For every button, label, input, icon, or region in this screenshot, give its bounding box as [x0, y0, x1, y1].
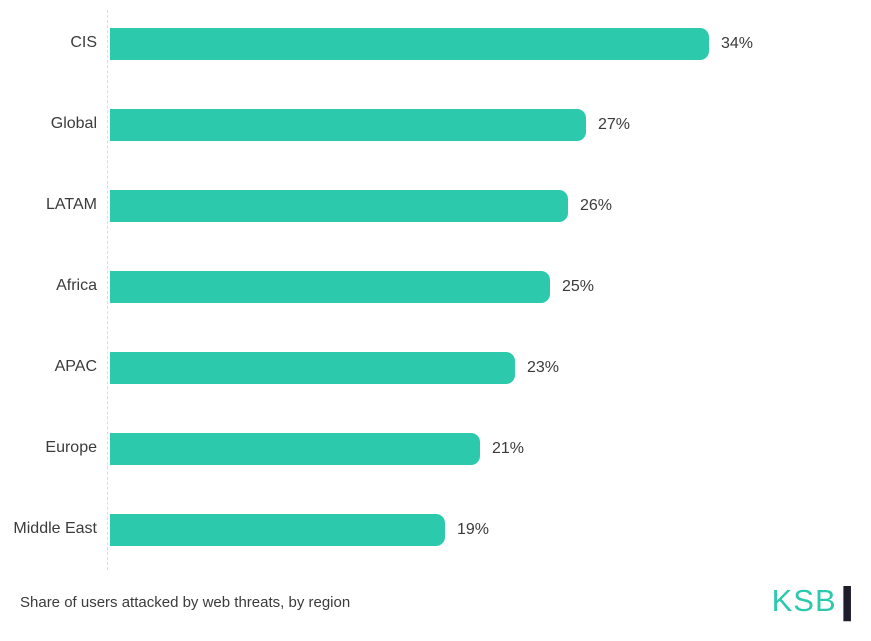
bar — [110, 513, 445, 546]
bar-row: Europe 21% — [0, 408, 871, 489]
category-label: CIS — [70, 34, 97, 52]
category-label: Middle East — [13, 520, 97, 538]
bar-row: LATAM 26% — [0, 165, 871, 246]
chart-caption: Share of users attacked by web threats, … — [20, 594, 351, 611]
category-label: Africa — [56, 277, 97, 295]
value-label: 25% — [562, 277, 595, 295]
category-label: Europe — [45, 439, 97, 457]
value-label: 26% — [580, 196, 613, 214]
bar — [110, 270, 550, 303]
ksb-logo: KSB | — [771, 582, 855, 619]
bar-rows-container: CIS 34% Global 27% LATAM 26% Africa 25% APAC 23% E… — [0, 3, 871, 570]
bar-row: APAC 23% — [0, 327, 871, 408]
bar-area: 21% — [110, 432, 871, 465]
category-label: LATAM — [46, 196, 97, 214]
value-label: 23% — [527, 358, 560, 376]
bar-area: 26% — [110, 189, 871, 222]
value-label: 21% — [492, 439, 525, 457]
bar-area: 23% — [110, 351, 871, 384]
bar-row: Africa 25% — [0, 246, 871, 327]
value-label: 34% — [721, 34, 754, 52]
bar — [110, 432, 480, 465]
value-label: 27% — [598, 115, 631, 133]
ksb-logo-bar-icon: | — [838, 580, 856, 621]
bar — [110, 189, 568, 222]
bar-row: Middle East 19% — [0, 489, 871, 570]
bar-row: Global 27% — [0, 84, 871, 165]
bar — [110, 27, 709, 60]
bar — [110, 351, 515, 384]
category-label: Global — [50, 115, 97, 133]
value-label: 19% — [457, 520, 490, 538]
ksb-logo-text: KSB — [771, 583, 837, 618]
y-axis-line — [107, 10, 108, 570]
bar-area: 25% — [110, 270, 871, 303]
bar-area: 27% — [110, 108, 871, 141]
bar — [110, 108, 586, 141]
bar-area: 19% — [110, 513, 871, 546]
category-label: APAC — [54, 358, 97, 376]
bar-row: CIS 34% — [0, 3, 871, 84]
bar-area: 34% — [110, 27, 871, 60]
